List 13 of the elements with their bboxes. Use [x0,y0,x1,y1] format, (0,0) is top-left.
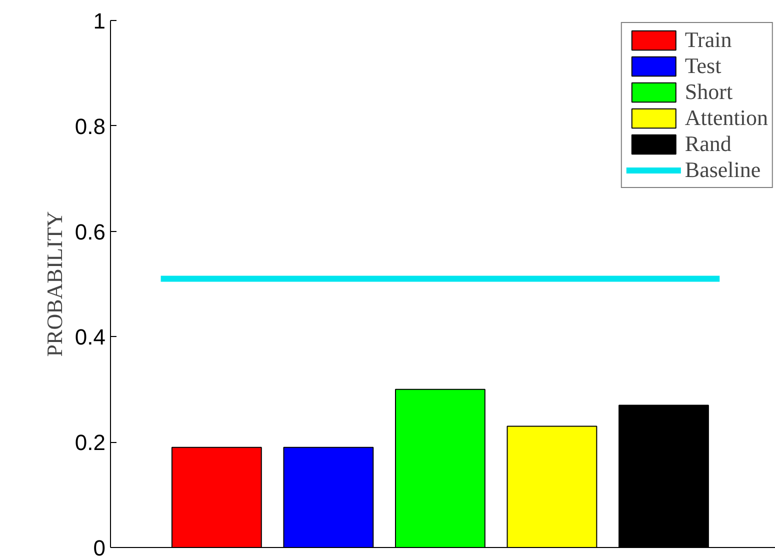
legend-label: Short [684,79,733,105]
y-tick-label: 0 [93,536,106,557]
y-tick-label: 0.6 [74,219,106,244]
y-tick-label: 0.4 [74,324,106,350]
y-tick-label: 0.8 [74,114,106,139]
legend-label: Train [684,27,732,53]
legend-label: Attention [684,105,768,131]
y-tick-label: 1 [93,8,106,34]
legend-label: Test [684,53,722,79]
y-tick-label: 0.2 [74,430,106,456]
legend-label: Rand [684,131,732,157]
y-axis-title: PROBABILITY [42,211,67,357]
legend-label: Baseline [684,157,761,183]
